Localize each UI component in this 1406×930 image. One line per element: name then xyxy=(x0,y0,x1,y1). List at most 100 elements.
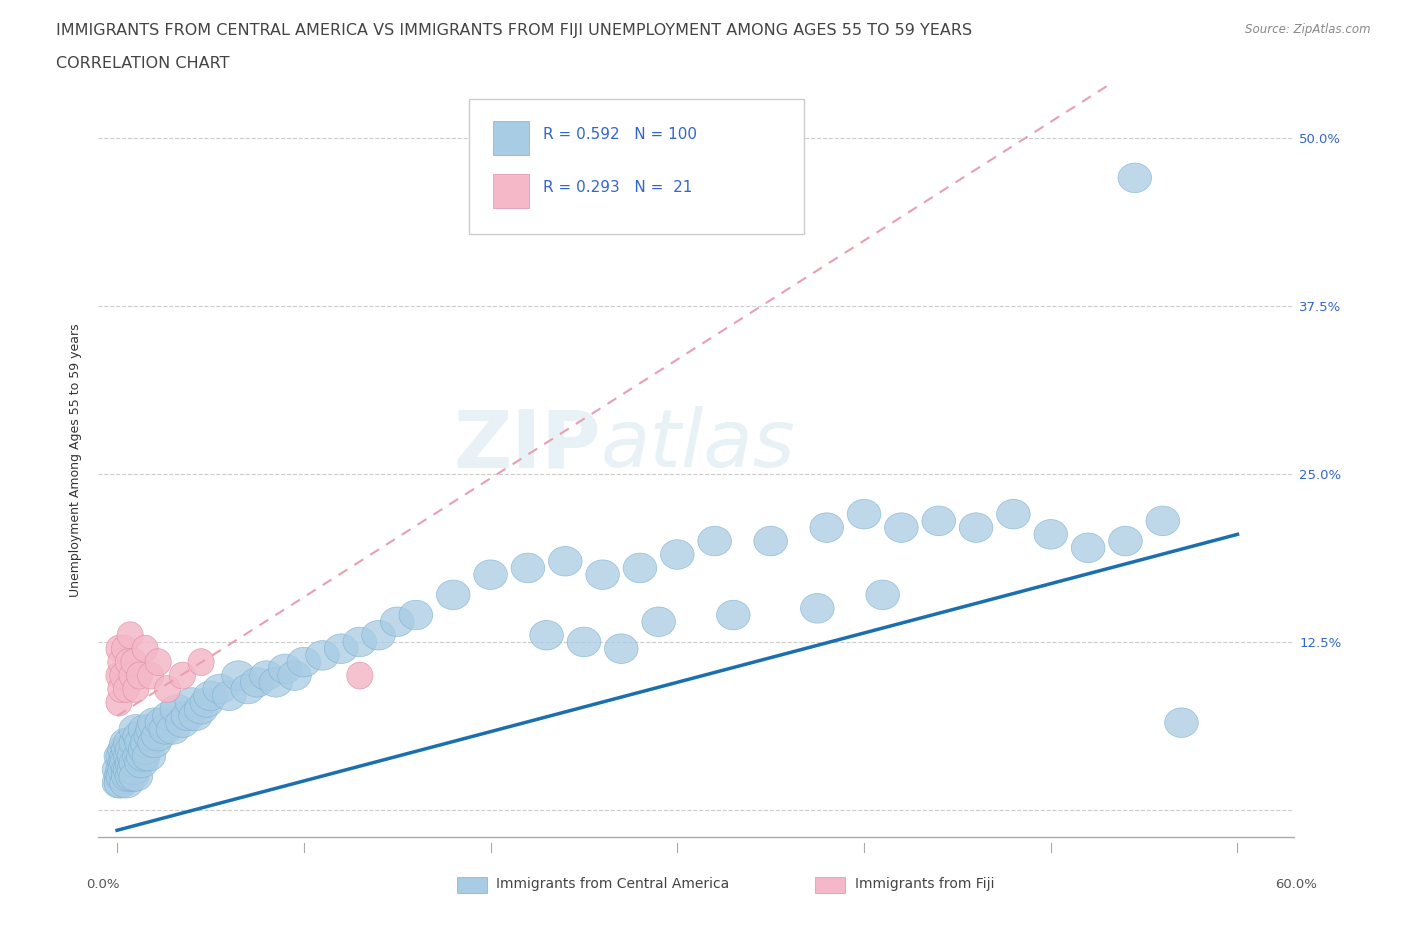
Text: R = 0.592   N = 100: R = 0.592 N = 100 xyxy=(543,127,697,142)
Ellipse shape xyxy=(120,762,153,791)
Ellipse shape xyxy=(212,681,246,711)
Ellipse shape xyxy=(105,755,139,785)
Ellipse shape xyxy=(231,674,264,704)
Ellipse shape xyxy=(136,714,169,744)
Ellipse shape xyxy=(188,649,214,675)
Ellipse shape xyxy=(399,600,433,630)
Ellipse shape xyxy=(884,512,918,542)
Ellipse shape xyxy=(122,741,156,771)
Ellipse shape xyxy=(623,553,657,583)
Ellipse shape xyxy=(190,687,224,717)
Ellipse shape xyxy=(128,714,162,744)
Ellipse shape xyxy=(269,654,302,684)
Ellipse shape xyxy=(138,728,172,758)
Ellipse shape xyxy=(1071,533,1105,563)
Ellipse shape xyxy=(259,668,292,698)
Ellipse shape xyxy=(110,741,143,771)
Ellipse shape xyxy=(105,635,132,662)
Ellipse shape xyxy=(108,675,134,702)
Ellipse shape xyxy=(997,499,1031,529)
Ellipse shape xyxy=(184,695,218,724)
Ellipse shape xyxy=(512,553,544,583)
Ellipse shape xyxy=(343,627,377,657)
Ellipse shape xyxy=(117,741,150,771)
Ellipse shape xyxy=(436,580,470,610)
Ellipse shape xyxy=(103,768,136,798)
Text: Immigrants from Fiji: Immigrants from Fiji xyxy=(855,877,994,891)
Ellipse shape xyxy=(240,668,274,698)
Y-axis label: Unemployment Among Ages 55 to 59 years: Unemployment Among Ages 55 to 59 years xyxy=(69,324,83,597)
Ellipse shape xyxy=(959,512,993,542)
FancyBboxPatch shape xyxy=(470,99,804,234)
Ellipse shape xyxy=(120,714,153,744)
Ellipse shape xyxy=(110,749,143,777)
Ellipse shape xyxy=(641,607,675,636)
Text: 0.0%: 0.0% xyxy=(87,879,120,892)
Ellipse shape xyxy=(115,649,142,675)
Ellipse shape xyxy=(115,749,149,777)
Ellipse shape xyxy=(105,662,132,689)
Ellipse shape xyxy=(222,661,256,690)
Ellipse shape xyxy=(120,728,153,758)
Ellipse shape xyxy=(110,768,143,798)
Text: Immigrants from Central America: Immigrants from Central America xyxy=(496,877,730,891)
Ellipse shape xyxy=(325,634,359,663)
Ellipse shape xyxy=(1109,526,1142,556)
Ellipse shape xyxy=(110,728,143,758)
Ellipse shape xyxy=(174,687,208,717)
Ellipse shape xyxy=(1146,506,1180,536)
Ellipse shape xyxy=(166,708,200,737)
Ellipse shape xyxy=(114,755,148,785)
Ellipse shape xyxy=(361,620,395,650)
Ellipse shape xyxy=(1164,708,1198,737)
Ellipse shape xyxy=(1118,163,1152,193)
Ellipse shape xyxy=(605,634,638,663)
Ellipse shape xyxy=(138,662,163,689)
Ellipse shape xyxy=(105,689,132,716)
Ellipse shape xyxy=(567,627,600,657)
Ellipse shape xyxy=(149,714,183,744)
Ellipse shape xyxy=(194,681,228,711)
Ellipse shape xyxy=(172,701,205,731)
Text: IMMIGRANTS FROM CENTRAL AMERICA VS IMMIGRANTS FROM FIJI UNEMPLOYMENT AMONG AGES : IMMIGRANTS FROM CENTRAL AMERICA VS IMMIG… xyxy=(56,23,973,38)
Text: 60.0%: 60.0% xyxy=(1275,879,1317,892)
Ellipse shape xyxy=(586,560,620,590)
Ellipse shape xyxy=(117,622,143,649)
Ellipse shape xyxy=(132,741,166,771)
Ellipse shape xyxy=(661,539,695,569)
Ellipse shape xyxy=(754,526,787,556)
Ellipse shape xyxy=(111,735,145,764)
Text: R = 0.293   N =  21: R = 0.293 N = 21 xyxy=(543,180,692,195)
Ellipse shape xyxy=(810,512,844,542)
Ellipse shape xyxy=(848,499,880,529)
Ellipse shape xyxy=(530,620,564,650)
Ellipse shape xyxy=(287,647,321,677)
Ellipse shape xyxy=(125,749,159,777)
Ellipse shape xyxy=(474,560,508,590)
Ellipse shape xyxy=(128,735,162,764)
Ellipse shape xyxy=(145,708,179,737)
Ellipse shape xyxy=(115,735,149,764)
Ellipse shape xyxy=(104,741,138,771)
Ellipse shape xyxy=(548,547,582,576)
Ellipse shape xyxy=(108,755,142,785)
Ellipse shape xyxy=(131,728,163,758)
Ellipse shape xyxy=(153,701,186,731)
Ellipse shape xyxy=(117,755,150,785)
Ellipse shape xyxy=(347,662,373,689)
Text: CORRELATION CHART: CORRELATION CHART xyxy=(56,56,229,71)
Ellipse shape xyxy=(697,526,731,556)
Ellipse shape xyxy=(305,641,339,671)
Ellipse shape xyxy=(104,762,138,791)
Ellipse shape xyxy=(104,768,138,798)
Text: atlas: atlas xyxy=(600,406,796,485)
Ellipse shape xyxy=(125,728,159,758)
FancyBboxPatch shape xyxy=(815,877,845,894)
Text: Source: ZipAtlas.com: Source: ZipAtlas.com xyxy=(1246,23,1371,36)
Ellipse shape xyxy=(114,728,148,758)
Ellipse shape xyxy=(134,722,167,751)
Ellipse shape xyxy=(145,649,172,675)
Ellipse shape xyxy=(103,755,136,785)
Ellipse shape xyxy=(155,675,180,702)
Ellipse shape xyxy=(278,661,311,690)
